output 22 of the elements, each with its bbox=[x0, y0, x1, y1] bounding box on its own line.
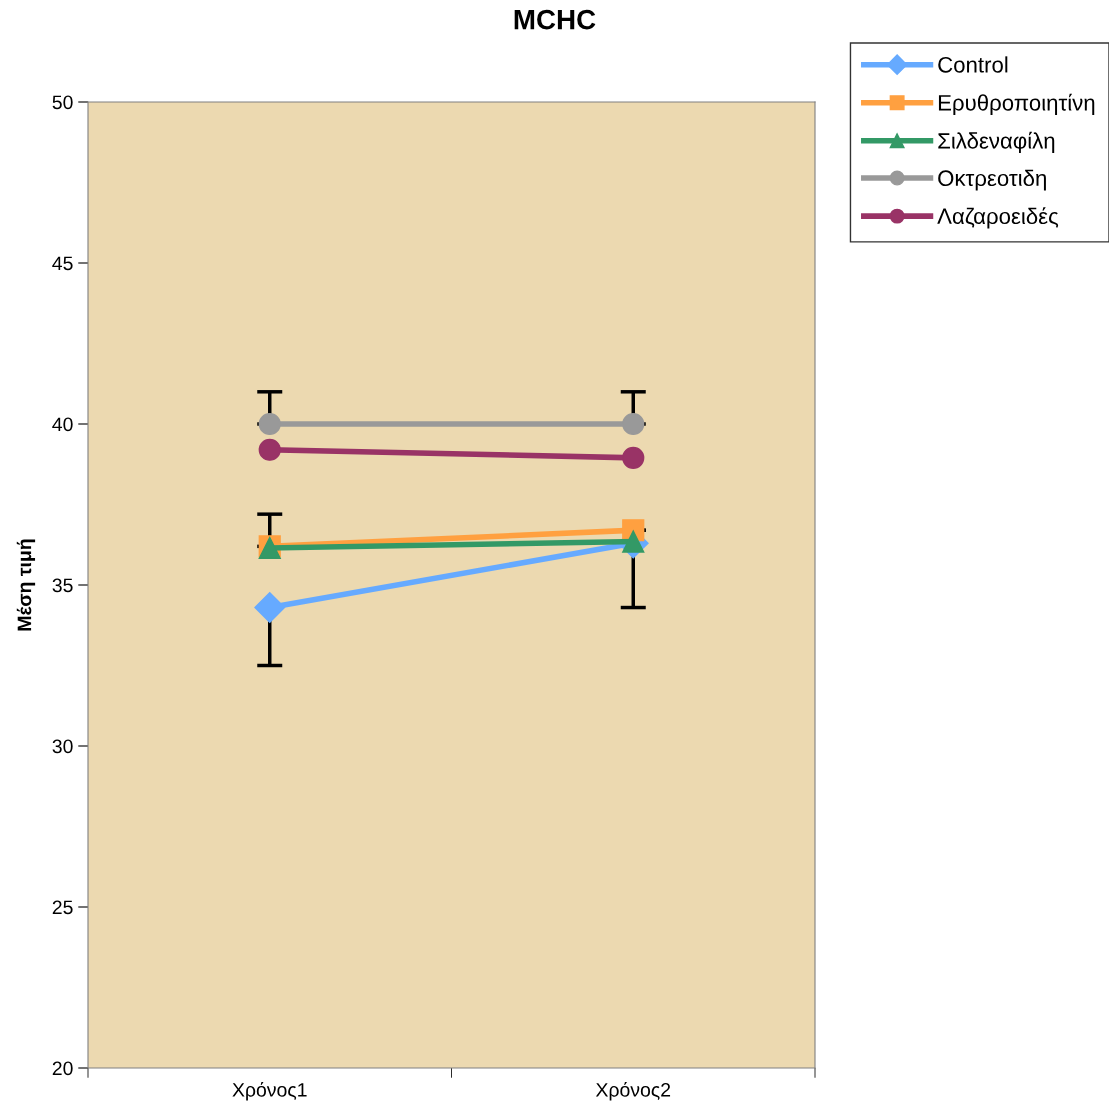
legend-label: Ερυθροποιητίνη bbox=[938, 93, 1095, 116]
point bbox=[622, 446, 645, 469]
y-tick-label: 35 bbox=[52, 578, 73, 593]
legend-label: Λαζαροειδές bbox=[937, 207, 1059, 229]
y-tick-label: 40 bbox=[52, 417, 73, 432]
y-tick-label: 25 bbox=[52, 900, 73, 915]
legend-label: Control bbox=[938, 56, 1008, 73]
y-tick-label: 30 bbox=[52, 739, 73, 754]
x-tick-label: Χρόνος1 bbox=[232, 1081, 307, 1101]
point bbox=[622, 530, 645, 553]
chart-title: MCHC bbox=[514, 9, 596, 30]
y-tick-label: 20 bbox=[52, 1061, 73, 1076]
point bbox=[254, 592, 286, 623]
point bbox=[258, 438, 281, 461]
y-axis-title: Μέση τιμή bbox=[16, 539, 36, 631]
y-tick-label: 45 bbox=[52, 256, 73, 271]
point bbox=[258, 412, 281, 436]
y-tick-label: 50 bbox=[52, 95, 73, 110]
x-tick-label: Χρόνος2 bbox=[595, 1081, 671, 1101]
legend-label: Οκτρεοτιδη bbox=[938, 169, 1046, 191]
point bbox=[622, 412, 645, 436]
legend-label: Σιλδεναφίλη bbox=[938, 131, 1055, 154]
